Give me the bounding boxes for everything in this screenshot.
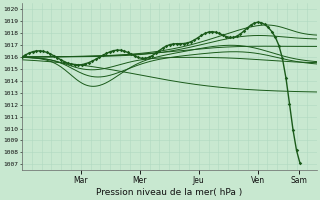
X-axis label: Pression niveau de la mer( hPa ): Pression niveau de la mer( hPa ) [96, 188, 242, 197]
